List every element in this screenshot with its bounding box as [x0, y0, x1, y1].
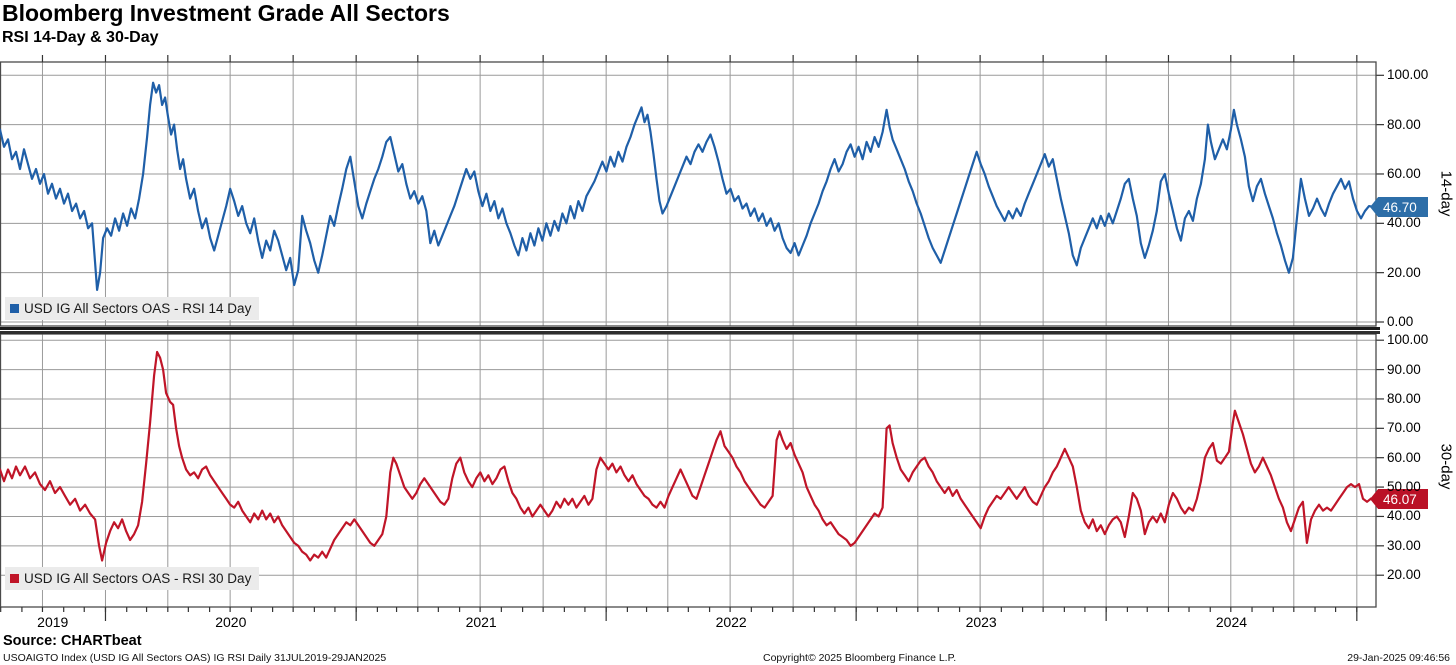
copyright-text: Copyright© 2025 Bloomberg Finance L.P. — [763, 652, 957, 664]
legend-label-14day: USD IG All Sectors OAS - RSI 14 Day — [24, 301, 252, 316]
year-label: 2020 — [215, 614, 247, 630]
rsi-14day-line — [0, 81, 1375, 291]
y-axis-label: 70.00 — [1387, 420, 1421, 436]
y-axis-label: 100.00 — [1387, 67, 1429, 83]
last-value-tag-14day: 46.70 — [1370, 197, 1428, 217]
year-label: 2019 — [37, 614, 69, 630]
rsi-30day-line — [0, 350, 1373, 562]
y-axis-label: 20.00 — [1387, 264, 1421, 280]
axis-title-14day: 14-day — [1437, 170, 1455, 217]
last-value-30day: 46.07 — [1383, 491, 1417, 507]
y-axis-label: 20.00 — [1387, 567, 1421, 583]
page-title: Bloomberg Investment Grade All Sectors — [2, 0, 450, 26]
y-axis-label: 50.00 — [1387, 479, 1421, 495]
legend-rsi-14day: USD IG All Sectors OAS - RSI 14 Day — [5, 297, 260, 320]
legend-label-30day: USD IG All Sectors OAS - RSI 30 Day — [24, 571, 252, 586]
timestamp-text: 29-Jan-2025 09:46:56 — [1347, 652, 1450, 664]
y-axis-label: 90.00 — [1387, 361, 1421, 377]
y-axis-label: 60.00 — [1387, 449, 1421, 465]
y-axis-label: 80.00 — [1387, 390, 1421, 406]
legend-rsi-30day: USD IG All Sectors OAS - RSI 30 Day — [5, 567, 260, 590]
year-label: 2021 — [465, 614, 497, 630]
source-label: Source: CHARTbeat — [3, 633, 142, 649]
y-axis-label: 40.00 — [1387, 215, 1421, 231]
panel-separator — [0, 327, 1380, 334]
ticker-fineprint: USOAIGTO Index (USD IG All Sectors OAS) … — [3, 652, 387, 664]
last-value-tag-30day: 46.07 — [1370, 489, 1428, 509]
page-subtitle: RSI 14-Day & 30-Day — [2, 29, 159, 46]
axis-title-30day: 30-day — [1437, 443, 1455, 490]
y-axis-label: 40.00 — [1387, 508, 1421, 524]
year-label: 2023 — [965, 614, 997, 630]
y-axis-label: 80.00 — [1387, 116, 1421, 132]
legend-swatch-30day-icon — [10, 574, 19, 583]
legend-swatch-14day-icon — [10, 304, 19, 313]
y-axis-label: 30.00 — [1387, 537, 1421, 553]
year-label: 2022 — [715, 614, 747, 630]
panel-frame — [0, 61, 1377, 327]
year-label: 2024 — [1215, 614, 1248, 630]
y-axis-label: 60.00 — [1387, 165, 1421, 181]
y-axis-label: 0.00 — [1387, 314, 1414, 329]
y-axis-label: 100.00 — [1387, 332, 1429, 348]
last-value-14day: 46.70 — [1383, 199, 1417, 215]
